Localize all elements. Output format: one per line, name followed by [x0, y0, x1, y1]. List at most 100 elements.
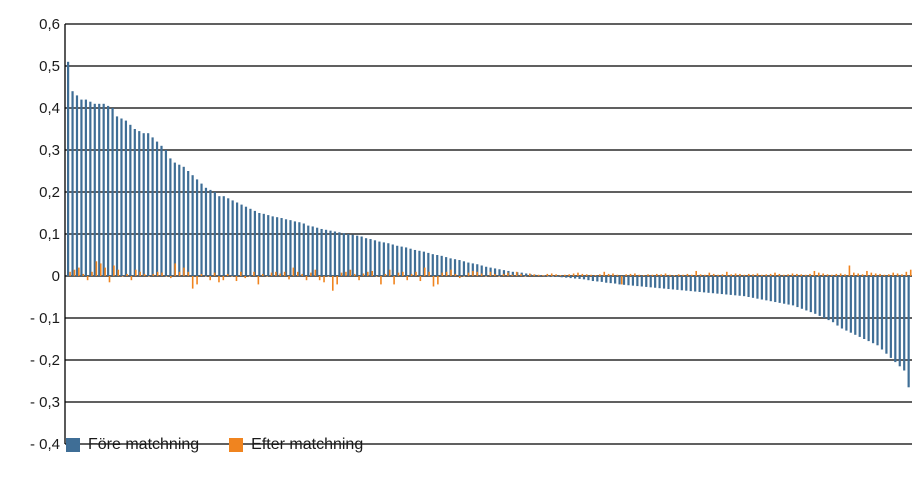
bar [691, 274, 693, 276]
bar [614, 276, 617, 284]
bar [845, 276, 848, 331]
bar [111, 108, 114, 276]
bar [889, 276, 892, 358]
bar [800, 276, 804, 309]
bar [218, 196, 221, 276]
bar [708, 272, 711, 276]
bar [139, 271, 141, 276]
bar [71, 91, 74, 276]
bar [620, 276, 623, 285]
bar [707, 276, 710, 293]
bar [594, 275, 597, 276]
bar [695, 270, 697, 276]
bar [440, 255, 443, 276]
y-tick-label: - 0,3 [30, 394, 60, 411]
bar [560, 276, 563, 278]
bar [673, 275, 676, 276]
bar [275, 271, 277, 276]
bar [182, 166, 185, 276]
bar [156, 271, 159, 276]
y-tick-label: 0,1 [39, 226, 60, 243]
bar [721, 274, 724, 276]
bar [431, 254, 434, 276]
bar [84, 99, 87, 276]
bar [533, 274, 535, 276]
bar [587, 276, 590, 281]
bar [196, 276, 198, 285]
y-tick-label: 0 [52, 268, 60, 285]
bar [266, 276, 268, 277]
bar [78, 267, 80, 276]
bar [445, 257, 448, 276]
bar [765, 276, 768, 301]
bar [476, 264, 479, 276]
bar [717, 274, 719, 276]
bar [89, 101, 92, 276]
bar [578, 276, 581, 279]
bar [80, 99, 83, 276]
bar [636, 276, 639, 287]
legend-item-efter: Efter matchning [229, 436, 363, 454]
bar [622, 276, 626, 285]
bar [183, 267, 185, 276]
bar [582, 276, 586, 280]
bar [726, 271, 728, 276]
bar [213, 272, 216, 276]
bar [667, 276, 670, 290]
bar [155, 141, 159, 276]
bar [805, 276, 808, 311]
bar [450, 269, 452, 276]
bar [515, 271, 518, 276]
bar [568, 274, 571, 276]
bar [458, 260, 461, 276]
bar [191, 175, 194, 276]
bar [804, 274, 807, 276]
legend-swatch-efter [229, 438, 244, 452]
bar [844, 274, 846, 276]
bar [393, 276, 395, 285]
bar [680, 276, 683, 291]
bar [720, 276, 723, 295]
bar [170, 276, 172, 279]
bar [711, 276, 715, 294]
bar [507, 272, 509, 276]
bar [231, 200, 234, 276]
bar [445, 271, 448, 276]
bar [441, 272, 444, 276]
bar [796, 273, 798, 276]
bar [271, 216, 274, 276]
bar [151, 137, 154, 276]
bar [284, 219, 288, 276]
bar [671, 276, 675, 290]
bar [258, 213, 261, 276]
bar [880, 276, 884, 350]
bar [498, 276, 500, 277]
y-tick-label: 0,5 [39, 58, 60, 75]
bar [813, 270, 816, 276]
bar [796, 276, 799, 308]
bar [187, 171, 190, 276]
y-tick-label: - 0,1 [30, 310, 60, 327]
bar [511, 274, 514, 276]
bar [240, 204, 243, 276]
bar [82, 273, 85, 276]
y-tick-label: - 0,2 [30, 352, 60, 369]
bar [261, 273, 264, 276]
bar [437, 276, 439, 285]
bar [347, 234, 350, 276]
bar [826, 274, 829, 276]
bar [664, 273, 667, 276]
bar [318, 276, 321, 281]
bar [476, 271, 479, 276]
bar [702, 276, 706, 293]
y-axis-tick-labels: 0,6 0,5 0,4 0,3 0,2 0,1 0 - 0,1 - 0,2 - 0,3 - 0,4 [30, 16, 60, 453]
bar [288, 276, 290, 280]
bar [669, 274, 671, 276]
bar [607, 273, 610, 276]
bar [331, 276, 334, 291]
bar [338, 232, 341, 276]
bar [734, 273, 737, 276]
bar [323, 276, 325, 283]
bar [712, 273, 715, 276]
